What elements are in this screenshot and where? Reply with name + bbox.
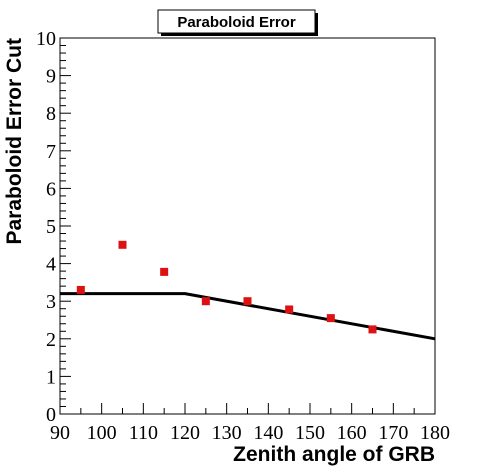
chart-title-box: Paraboloid Error — [157, 9, 318, 36]
data-point — [201, 297, 210, 306]
data-point — [118, 240, 127, 249]
y-axis-title: Paraboloid Error Cut — [3, 38, 26, 245]
x-tick-label: 160 — [337, 422, 367, 444]
y-tick-label: 9 — [46, 66, 56, 88]
data-point — [326, 314, 335, 323]
x-axis-title: Zenith angle of GRB — [233, 443, 435, 466]
x-tick-label: 180 — [420, 422, 450, 444]
x-tick-label: 130 — [212, 422, 242, 444]
x-tick-label: 150 — [295, 422, 325, 444]
x-tick-label: 120 — [170, 422, 200, 444]
data-point — [243, 297, 252, 306]
data-point — [285, 305, 294, 314]
plot-frame — [59, 37, 436, 415]
y-tick-label: 7 — [46, 141, 56, 163]
data-point — [76, 285, 85, 294]
y-tick-label: 2 — [46, 329, 56, 351]
y-axis-tick-labels: 0 1 2 3 4 5 6 7 8 9 10 — [36, 28, 56, 426]
y-tick-label: 5 — [46, 216, 56, 238]
x-axis-ticks — [59, 403, 436, 414]
x-tick-label: 140 — [253, 422, 283, 444]
error-points-series — [76, 240, 377, 334]
y-tick-label: 0 — [46, 404, 56, 426]
cut-line-series — [60, 292, 436, 341]
y-tick-label: 3 — [46, 291, 56, 313]
chart-title: Paraboloid Error — [177, 14, 296, 31]
x-tick-label: 100 — [87, 422, 117, 444]
data-point — [160, 267, 169, 276]
cut-line — [60, 292, 436, 341]
y-tick-label: 6 — [46, 178, 56, 200]
x-axis-tick-labels: 90 100 110 120 130 140 150 160 170 180 — [50, 422, 450, 444]
y-axis-ticks — [60, 37, 71, 415]
x-tick-label: 170 — [378, 422, 408, 444]
y-tick-label: 4 — [46, 254, 56, 276]
x-tick-label: 90 — [50, 422, 70, 444]
y-tick-label: 1 — [46, 366, 56, 388]
x-tick-label: 110 — [129, 422, 158, 444]
data-point — [368, 325, 377, 334]
y-tick-label: 8 — [46, 103, 56, 125]
y-tick-label: 10 — [36, 28, 56, 50]
